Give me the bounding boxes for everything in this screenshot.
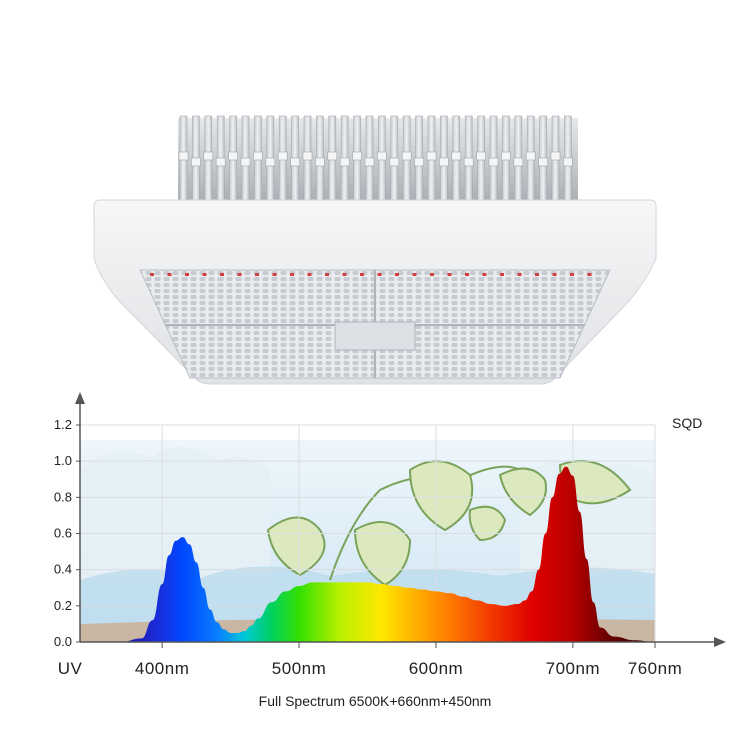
y-tick-label: 1.2	[54, 417, 72, 432]
spectrum-chart: 0.0 0.2 0.4 0.6 0.8 1.0 1.2 UV 400nm 500nm 600nm 7…	[54, 392, 726, 709]
y-axis-ticks: 0.0 0.2 0.4 0.6 0.8 1.0 1.2	[54, 417, 80, 649]
x-tick-label: 400nm	[135, 659, 189, 678]
y-tick-label: 0.6	[54, 526, 72, 541]
y-tick-label: 0.4	[54, 562, 72, 577]
y-tick-label: 1.0	[54, 453, 72, 468]
heat-sink	[178, 115, 578, 204]
y-tick-label: 0.0	[54, 634, 72, 649]
led-grow-light-fixture-icon	[93, 115, 657, 385]
x-axis-label: Full Spectrum 6500K+660nm+450nm	[259, 693, 492, 709]
y-tick-label: 0.2	[54, 598, 72, 613]
y-tick-label: 0.8	[54, 489, 72, 504]
led-panel	[139, 269, 611, 379]
x-tick-label: UV	[58, 659, 83, 678]
x-tick-label: 500nm	[272, 659, 326, 678]
brand-label: SQD	[672, 415, 702, 431]
axes	[75, 392, 726, 647]
x-tick-label: 700nm	[546, 659, 600, 678]
x-tick-label: 600nm	[409, 659, 463, 678]
spectrum-series	[80, 466, 655, 642]
x-axis-ticks: UV 400nm 500nm 600nm 700nm 760nm	[58, 642, 682, 678]
x-tick-label: 760nm	[628, 659, 682, 678]
